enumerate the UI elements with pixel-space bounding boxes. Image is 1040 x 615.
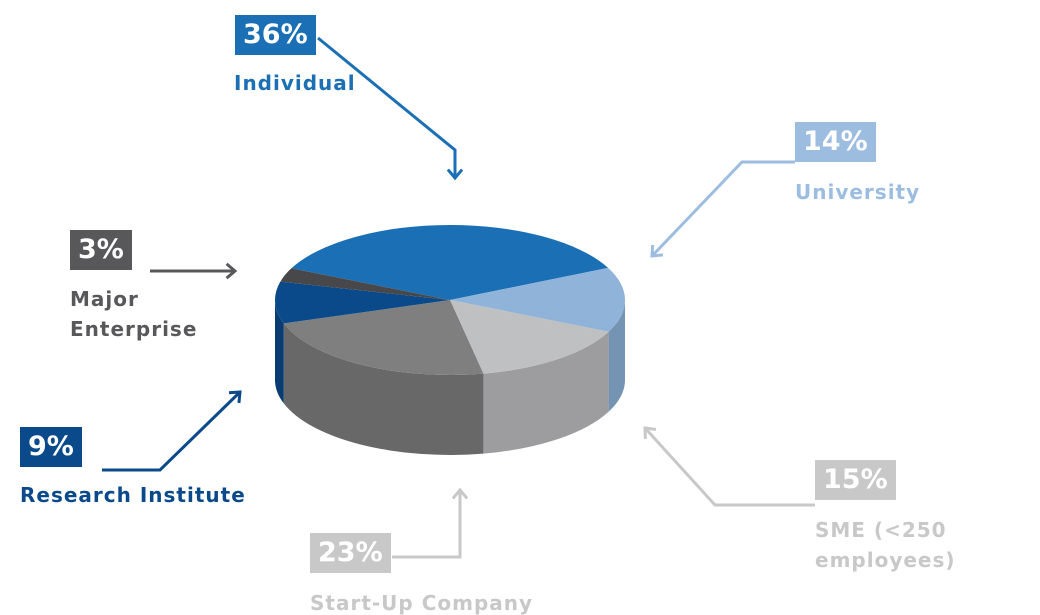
- arrow-head: [451, 487, 469, 500]
- value-label: 9%: [20, 427, 82, 467]
- value-label: 23%: [310, 533, 391, 573]
- slice-side: [483, 331, 609, 454]
- arrow-head: [643, 426, 657, 440]
- leader-line: [650, 160, 795, 258]
- slice: [450, 267, 626, 332]
- slice: [450, 300, 609, 374]
- arrow-head: [228, 390, 242, 404]
- slice-side: [608, 300, 625, 412]
- value-label: 3%: [70, 230, 132, 270]
- category-label: Individual: [234, 71, 356, 95]
- slice: [280, 268, 450, 300]
- leader-line: [643, 426, 815, 507]
- leader-line: [317, 36, 457, 178]
- category-label: SME (<250 employees): [815, 518, 956, 572]
- leader-line: [102, 390, 242, 472]
- slice: [274, 281, 450, 324]
- category-label: Major Enterprise: [70, 287, 198, 341]
- value-label: 14%: [795, 122, 876, 162]
- category-label: Research Institute: [20, 483, 246, 507]
- category-label: University: [795, 180, 921, 204]
- arrow-head: [225, 262, 238, 280]
- value-label: 36%: [235, 15, 316, 55]
- slice: [283, 300, 484, 376]
- arrow-head: [446, 168, 464, 181]
- category-label: Start-Up Company: [310, 591, 534, 615]
- slice: [291, 224, 609, 300]
- leader-line: [392, 490, 462, 559]
- value-label: 15%: [815, 460, 896, 500]
- slice-side: [275, 300, 284, 404]
- slice-side: [283, 323, 484, 455]
- pie-sides: [275, 300, 625, 455]
- arrow-head: [650, 244, 664, 258]
